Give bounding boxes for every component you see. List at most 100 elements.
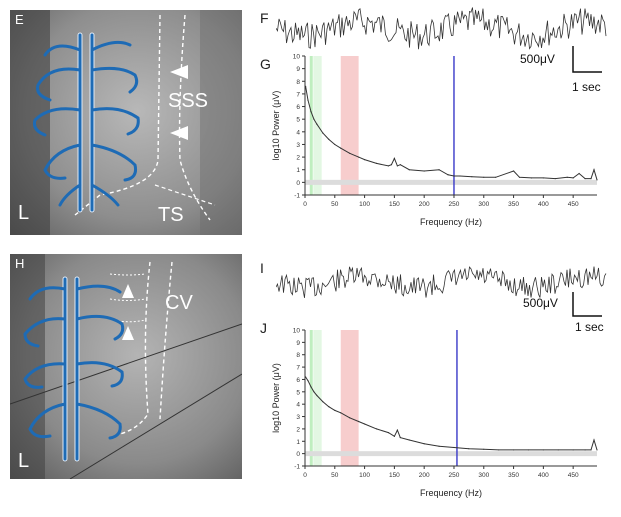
x-tick-label: 350: [508, 472, 519, 479]
y-tick-label: 4: [296, 402, 300, 409]
x-tick-label: 150: [389, 472, 400, 479]
power-spectrum-point: [593, 169, 595, 171]
power-spectrum-point: [399, 164, 401, 166]
power-spectrum-point: [423, 443, 425, 445]
power-spectrum-point: [495, 176, 497, 178]
power-spectrum-point: [498, 449, 500, 451]
power-spectrum-point: [408, 439, 410, 441]
power-spectrum-point: [393, 435, 395, 437]
y-tick-label: 9: [296, 340, 300, 347]
power-spectrum-point: [438, 445, 440, 447]
power-spectrum-point: [572, 177, 574, 179]
panel-j-letter: J: [260, 320, 267, 336]
power-spectrum-point: [572, 449, 574, 451]
panel-h-drawing: [10, 254, 242, 479]
power-spectrum-point: [358, 420, 360, 423]
power-spectrum-point: [316, 123, 318, 125]
power-spectrum-point: [554, 177, 556, 180]
power-spectrum-point: [310, 111, 312, 113]
power-spectrum-point: [542, 177, 544, 179]
panel-h-image: H L CV: [10, 254, 242, 479]
y-tick-label: 10: [293, 328, 301, 335]
panel-h-side-label: L: [18, 450, 30, 472]
y-tick-label: 2: [296, 426, 300, 433]
y-tick-label: 6: [296, 104, 300, 111]
power-spectrum-point: [328, 406, 330, 408]
panel-g-letter: G: [260, 56, 271, 72]
x-tick-label: 250: [449, 201, 460, 208]
y-tick-label: 8: [296, 352, 300, 359]
y-tick-label: 1: [296, 167, 300, 174]
power-spectrum-point: [483, 176, 485, 178]
panel-e-image: E L SSS TS: [10, 10, 242, 235]
power-spectrum-point: [310, 386, 312, 388]
y-tick-label: 5: [296, 117, 300, 124]
y-tick-label: 9: [296, 66, 300, 73]
power-spectrum-point: [340, 412, 342, 414]
panel-h-letter: H: [15, 256, 25, 271]
y-tick-label: -1: [294, 193, 300, 200]
power-spectrum-point: [453, 446, 455, 449]
x-tick-label: 200: [419, 472, 430, 479]
power-spectrum-point: [313, 118, 315, 120]
power-spectrum-point: [307, 99, 309, 101]
x-tick-label: 300: [478, 201, 489, 208]
power-spectrum-point: [304, 85, 307, 87]
power-spectrum-point: [387, 432, 390, 434]
panel-e-letter: E: [15, 12, 24, 27]
y-tick-label: 1: [296, 439, 300, 446]
y-tick-label: 6: [296, 377, 300, 384]
x-tick-label: 400: [538, 201, 549, 208]
power-spectrum-point: [527, 449, 530, 451]
power-spectrum-point: [393, 157, 395, 159]
y-tick-label: 7: [296, 91, 300, 98]
power-spectrum-point: [358, 156, 360, 158]
frequency-band-red: [340, 330, 359, 466]
y-tick-label: 2: [296, 155, 300, 162]
panel-i-eeg-trace: [276, 266, 607, 298]
x-tick-label: 100: [359, 201, 370, 208]
frequency-band-green: [309, 56, 313, 195]
power-spectrum-point: [566, 176, 568, 178]
panel-i-letter: I: [260, 260, 264, 276]
power-spectrum-point: [483, 448, 485, 450]
power-spectrum-point: [584, 177, 586, 180]
power-spectrum-point: [340, 147, 342, 149]
frequency-band-green: [309, 330, 313, 466]
y-tick-label: 3: [296, 142, 300, 149]
power-spectrum-point: [578, 172, 580, 175]
x-axis-label: Frequency (Hz): [420, 488, 482, 498]
power-spectrum-point: [468, 448, 470, 450]
power-spectrum-point: [530, 177, 533, 179]
power-spectrum-point: [375, 428, 378, 430]
x-tick-label: 300: [478, 472, 489, 479]
panel-f-eeg-trace: [276, 7, 607, 50]
power-spectrum-point: [313, 391, 315, 393]
y-tick-label: 0: [296, 180, 300, 187]
power-spectrum-point: [363, 159, 366, 161]
power-spectrum-point: [542, 449, 544, 451]
x-tick-label: 50: [331, 201, 339, 208]
power-spectrum-point: [596, 179, 598, 181]
power-spectrum-point: [349, 152, 351, 154]
y-axis-label: log10 Power (μV): [271, 363, 281, 433]
x-tick-label: 200: [419, 201, 430, 208]
panel-f-scale-time: 1 sec: [572, 80, 601, 94]
power-spectrum-point: [304, 376, 307, 378]
power-spectrum-point: [396, 165, 398, 167]
power-spectrum-point: [471, 176, 473, 178]
x-tick-label: 100: [359, 472, 370, 479]
panel-i-scale-voltage: 500μV: [523, 296, 558, 310]
power-spectrum-point: [316, 394, 318, 397]
panel-e-drawing: [10, 10, 242, 235]
power-spectrum-point: [387, 165, 390, 167]
power-spectrum-point: [399, 436, 401, 439]
power-spectrum-point: [396, 429, 398, 431]
y-tick-label: 10: [293, 54, 301, 61]
power-spectrum-point: [349, 417, 351, 419]
panel-f-letter: F: [260, 10, 269, 26]
power-spectrum-point: [390, 164, 393, 166]
power-spectrum-point: [375, 162, 378, 165]
x-tick-label: 50: [331, 472, 339, 479]
